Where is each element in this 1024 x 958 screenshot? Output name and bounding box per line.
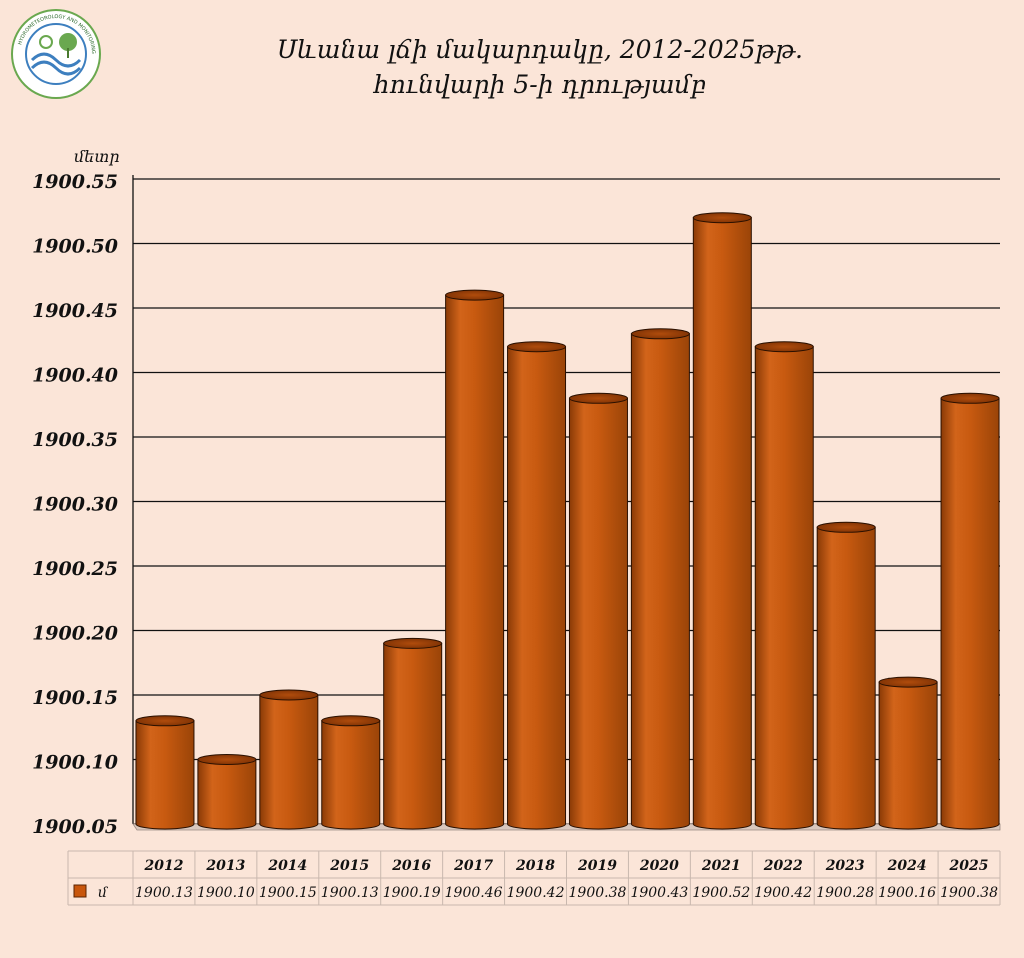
bar-body [445, 294, 505, 830]
bar [940, 392, 1000, 830]
x-tick-label: 2024 [887, 858, 927, 874]
y-tick-label: 1900.15 [32, 687, 118, 709]
data-table-value: 1900.10 [197, 885, 255, 901]
chart-title-line1: Սևանա լճի մակարդակը, 2012-2025թթ. [277, 35, 803, 64]
data-table-value: 1900.15 [259, 885, 317, 901]
chart-title-line2: հունվարի 5-ի դրությամբ [373, 70, 707, 99]
bar-cap [568, 392, 628, 404]
y-tick-label: 1900.40 [32, 365, 118, 387]
data-table-value: 1900.16 [878, 885, 936, 901]
x-tick-label: 2025 [949, 858, 989, 874]
data-table-value: 1900.28 [816, 885, 874, 901]
bar [630, 328, 690, 830]
data-table-value: 1900.38 [940, 885, 998, 901]
bar [568, 392, 628, 830]
bar-cap [940, 392, 1000, 404]
legend-swatch [73, 884, 87, 898]
bar-body [197, 759, 257, 830]
bar-body [816, 526, 876, 830]
bar-cap [692, 212, 752, 224]
bar-body [321, 720, 381, 830]
y-tick-label: 1900.45 [32, 300, 118, 322]
bar-cap [135, 715, 195, 727]
bar-body [507, 346, 567, 830]
x-tick-label: 2014 [267, 858, 307, 874]
bar-body [383, 642, 443, 830]
x-tick-label: 2013 [205, 858, 245, 874]
y-tick-label: 1900.20 [32, 623, 118, 645]
bar [692, 212, 752, 830]
bar-cap [507, 341, 567, 353]
bar [383, 637, 443, 830]
bar-body [568, 397, 628, 830]
data-table-value: 1900.13 [321, 885, 379, 901]
bar-cap [321, 715, 381, 727]
bar-body [259, 694, 319, 830]
data-table-value: 1900.13 [135, 885, 193, 901]
bar-cap [630, 328, 690, 340]
chart-title: Սևանա լճի մակարդակը, 2012-2025թթ. հունվա… [120, 32, 960, 102]
bar [507, 341, 567, 830]
y-axis-unit: մետր [74, 147, 120, 166]
y-tick-label: 1900.05 [32, 816, 118, 838]
bar-body [940, 397, 1000, 830]
bar-body [754, 346, 814, 830]
bar [135, 715, 195, 830]
x-tick-label: 2021 [701, 858, 741, 874]
x-tick-label: 2020 [639, 858, 679, 874]
bar [259, 689, 319, 830]
x-tick-label: 2022 [763, 858, 803, 874]
bar [197, 754, 257, 830]
x-tick-label: 2015 [329, 858, 369, 874]
bar-cap [754, 341, 814, 353]
x-tick-label: 2012 [143, 858, 183, 874]
y-tick-label: 1900.35 [32, 429, 118, 451]
x-tick-label: 2019 [577, 858, 617, 874]
data-table-value: 1900.38 [569, 885, 627, 901]
x-tick-label: 2017 [453, 858, 493, 874]
x-tick-label: 2016 [391, 858, 431, 874]
data-table-value: 1900.19 [383, 885, 441, 901]
bar-body [692, 217, 752, 830]
data-table-value: 1900.43 [630, 885, 688, 901]
y-tick-label: 1900.10 [32, 752, 118, 774]
bar-cap [878, 676, 938, 688]
x-tick-label: 2018 [515, 858, 555, 874]
y-tick-label: 1900.25 [32, 558, 118, 580]
bar-cap [259, 689, 319, 701]
bar [321, 715, 381, 830]
legend-series-name: մ [98, 885, 109, 901]
data-table-value: 1900.42 [754, 885, 812, 901]
bar [445, 289, 505, 830]
y-tick-label: 1900.30 [32, 494, 118, 516]
x-tick-label: 2023 [825, 858, 865, 874]
bar-body [135, 720, 195, 830]
bar-cap [445, 289, 505, 301]
bar [754, 341, 814, 830]
hydromet-logo-icon: HYDROMETEOROLOGY AND MONITORING CENTER [10, 8, 101, 99]
data-table-value: 1900.46 [445, 885, 503, 901]
bar [816, 521, 876, 830]
bar-cap [197, 754, 257, 765]
y-tick-label: 1900.50 [32, 236, 118, 258]
y-tick-label: 1900.55 [32, 171, 118, 193]
bar [878, 676, 938, 830]
bar-body [878, 681, 938, 830]
bar-cap [816, 521, 876, 533]
bar-body [630, 333, 690, 830]
data-table-value: 1900.52 [692, 885, 750, 901]
data-table-value: 1900.42 [507, 885, 565, 901]
bar-cap [383, 637, 443, 649]
